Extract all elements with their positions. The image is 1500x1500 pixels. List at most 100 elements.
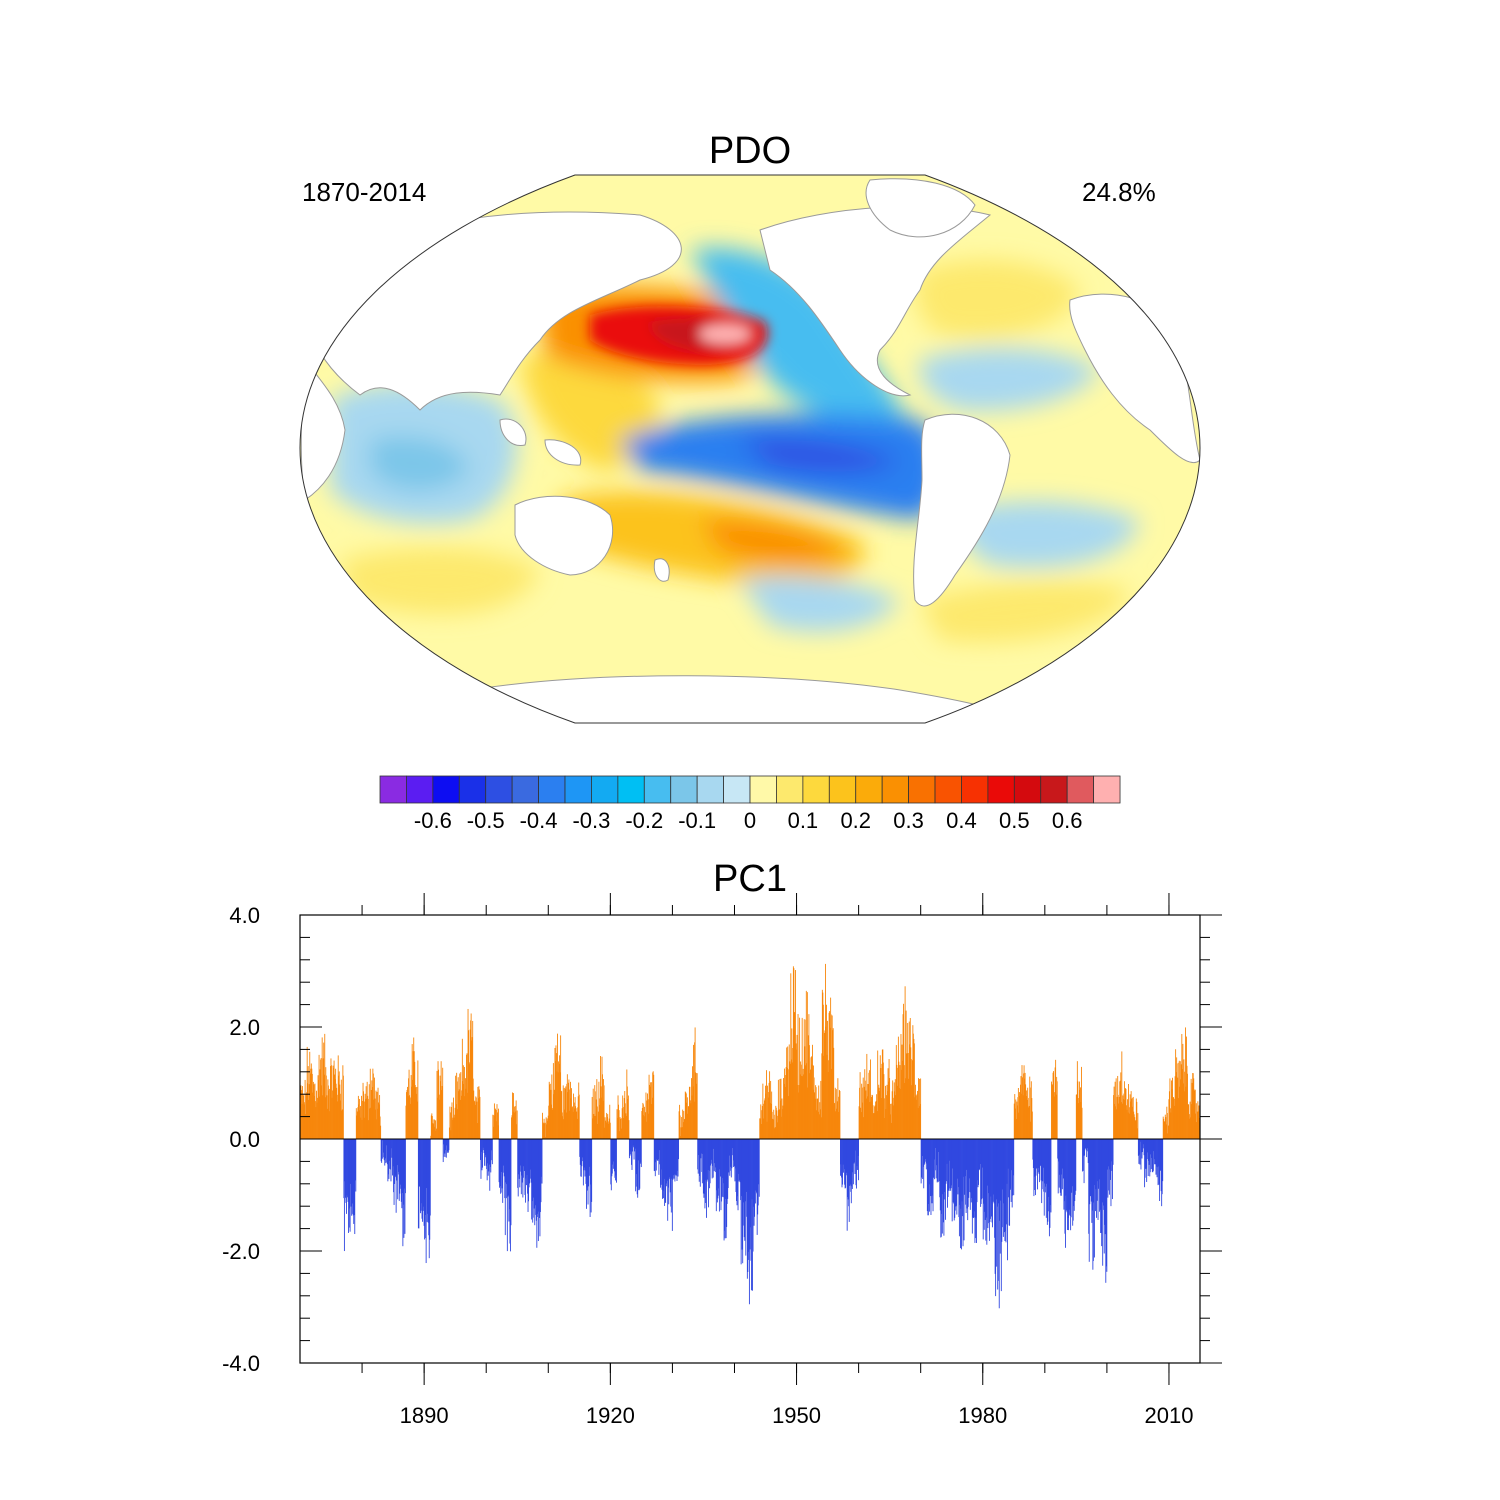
pc1-bar	[968, 1139, 970, 1193]
pc1-bar	[645, 1112, 646, 1139]
pc1-bar	[1121, 1051, 1123, 1139]
pc1-bar	[431, 1116, 433, 1139]
pc1-bar	[735, 1139, 737, 1193]
pc1-bar	[895, 1045, 897, 1139]
pc1-bar	[336, 1087, 338, 1139]
pc1-bar	[545, 1117, 547, 1139]
pc1-bar	[801, 1017, 803, 1139]
pc1-bar	[759, 1118, 761, 1139]
pc1-bar	[619, 1117, 621, 1139]
pc1-bar	[719, 1139, 721, 1170]
pc1-bar	[345, 1139, 346, 1198]
pc1-bar	[486, 1139, 488, 1181]
pc1-bar	[970, 1139, 972, 1193]
pc1-bar	[432, 1123, 434, 1139]
pc1-bar	[343, 1139, 345, 1199]
pc1-bar	[361, 1119, 363, 1139]
pc1-bar	[820, 1080, 822, 1139]
pc1-bar	[1173, 1105, 1175, 1139]
pc1-bar	[999, 1139, 1001, 1221]
x-tick-label-1950: 1950	[772, 1403, 821, 1428]
pc1-bar	[650, 1103, 652, 1139]
pc1-bar	[814, 1098, 816, 1139]
pc1-bar	[966, 1139, 968, 1170]
pc1-bar	[1001, 1139, 1003, 1242]
pc1-bar	[862, 1077, 864, 1139]
pc1-bar	[1078, 1081, 1080, 1139]
pc1-bar	[894, 1091, 896, 1139]
pc1-bar	[819, 1102, 821, 1139]
pc1-bar	[593, 1114, 595, 1139]
colorbar-labels: -0.6 -0.5 -0.4 -0.3 -0.2 -0.1 0 0.1 0.2 …	[414, 808, 1083, 833]
pc1-bar	[446, 1139, 448, 1146]
pc1-bar	[658, 1139, 660, 1175]
pc1-bar	[748, 1139, 750, 1305]
pc1-bar	[1184, 1091, 1186, 1139]
pc1-bar	[595, 1115, 597, 1139]
pc1-bar	[360, 1106, 361, 1139]
pc1-bar	[1194, 1089, 1196, 1139]
pc1-bar	[469, 1062, 471, 1139]
pc1-bar	[638, 1139, 640, 1191]
pc1-bar	[713, 1139, 715, 1149]
pc1-bar	[411, 1044, 413, 1139]
pc1-bar	[635, 1139, 637, 1175]
pc1-bar	[462, 1081, 464, 1139]
pc1-bar	[980, 1139, 982, 1207]
pc1-bar	[876, 1094, 878, 1139]
pc1-bar	[783, 1078, 785, 1139]
pc1-bar	[748, 1139, 750, 1252]
pc1-bar	[943, 1139, 945, 1200]
pc1-bar	[709, 1139, 711, 1184]
pc1-bar	[850, 1139, 852, 1204]
pc1-bar	[944, 1139, 946, 1193]
pc1-bar	[372, 1073, 374, 1139]
pc1-bar	[756, 1139, 758, 1235]
pc1-bar	[907, 1022, 909, 1139]
pc1-bar	[1059, 1139, 1061, 1193]
pc1-bar	[834, 1102, 836, 1139]
pc1-bar	[1118, 1103, 1120, 1139]
pc1-bar	[995, 1139, 997, 1200]
pc1-bar	[1127, 1099, 1128, 1139]
pc1-bar	[874, 1105, 876, 1139]
pc1-bar	[852, 1139, 854, 1173]
pc1-bar	[491, 1139, 493, 1165]
pc1-bar	[563, 1119, 565, 1139]
pc1-bar	[1133, 1111, 1135, 1139]
pc1-bar	[438, 1094, 440, 1139]
pc1-bar	[594, 1091, 596, 1139]
pc1-bar	[1158, 1139, 1160, 1185]
pc1-bar	[793, 968, 795, 1139]
pc1-bar	[956, 1139, 958, 1215]
pc1-bar	[730, 1139, 732, 1171]
pc1-bar	[571, 1107, 573, 1139]
pc1-bar	[855, 1139, 857, 1186]
pc1-bar	[845, 1139, 847, 1188]
pc1-bar	[861, 1083, 863, 1139]
pc1-bar	[1160, 1139, 1162, 1171]
pc1-bar	[567, 1092, 569, 1139]
pc1-bar	[1131, 1106, 1133, 1139]
pc1-bar	[1085, 1139, 1087, 1151]
pc1-bar	[885, 1109, 887, 1139]
colorbar-box	[1013, 775, 1042, 804]
pc1-bar	[1128, 1084, 1130, 1139]
pc1-bar	[1035, 1139, 1037, 1176]
colorbar-label-m04: -0.4	[520, 808, 558, 833]
pc1-bar	[982, 1139, 984, 1168]
pc1-bar	[911, 1085, 913, 1139]
pc1-bar	[320, 1059, 322, 1139]
pc1-bar	[603, 1079, 605, 1139]
pc1-bar	[703, 1139, 705, 1198]
pc1-bar	[353, 1139, 355, 1224]
pc1-bar	[1118, 1096, 1120, 1139]
pc1-bar	[1132, 1096, 1134, 1139]
pc1-bar	[999, 1139, 1001, 1254]
pc1-bar	[951, 1139, 953, 1222]
pc1-bar	[325, 1075, 327, 1139]
pc1-bar	[996, 1139, 998, 1207]
pc1-bar	[398, 1139, 400, 1201]
pc1-bar	[643, 1106, 645, 1139]
pc1-bar	[919, 1103, 921, 1139]
